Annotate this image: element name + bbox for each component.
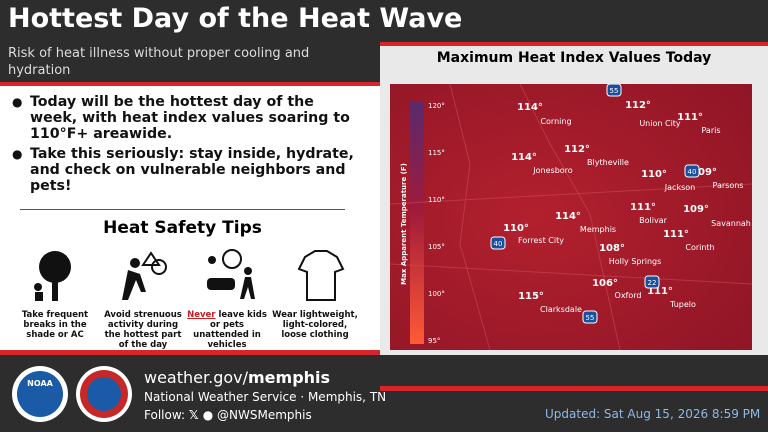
red-rule bbox=[380, 386, 768, 391]
subtitle-bar bbox=[0, 42, 380, 82]
city-label: Union City bbox=[639, 119, 681, 128]
legend-tick: 115° bbox=[428, 149, 445, 157]
legend-tick: 100° bbox=[428, 290, 445, 298]
site-prefix: weather.gov/ bbox=[144, 368, 248, 387]
city-label: Holly Springs bbox=[609, 257, 662, 266]
interstate-shield bbox=[582, 310, 598, 324]
interstate-label: 55 bbox=[610, 87, 619, 95]
city-label: Forrest City bbox=[518, 236, 564, 245]
shirt-icon bbox=[297, 250, 345, 301]
site-office: memphis bbox=[248, 368, 331, 387]
legend-tick: 105° bbox=[428, 243, 445, 251]
heat-index-value: 106° bbox=[592, 278, 618, 289]
interstate-shield bbox=[606, 84, 622, 97]
red-rule bbox=[0, 82, 380, 86]
svg-text:NOAA: NOAA bbox=[27, 379, 53, 388]
site: weather.gov/memphis bbox=[144, 368, 330, 387]
city-label: Tupelo bbox=[669, 300, 696, 309]
follow-label: Follow: bbox=[144, 408, 186, 422]
city-label: Bolivar bbox=[639, 216, 667, 225]
city-label: Jackson bbox=[664, 183, 695, 192]
map-title: Maximum Heat Index Values Today bbox=[436, 50, 712, 66]
tip-emphasis: Never bbox=[187, 310, 216, 320]
subtitle: Risk of heat illness without proper cool… bbox=[8, 46, 310, 78]
interstate-label: 55 bbox=[586, 314, 595, 322]
red-rule bbox=[0, 350, 380, 355]
tip: Avoid strenuous activity during the hott… bbox=[104, 310, 182, 350]
tip: Take frequent breaks in the shade or AC bbox=[21, 310, 89, 340]
bullets: Today will be the hottest day of the wee… bbox=[12, 94, 362, 198]
city-label: Jonesboro bbox=[532, 166, 573, 175]
legend-bar bbox=[410, 102, 424, 344]
legend-title: Max Apparent Temperature (F) bbox=[400, 163, 408, 285]
heat-index-value: 110° bbox=[503, 223, 529, 234]
updated: Updated: Sat Aug 15, 2026 8:59 PM bbox=[545, 407, 761, 421]
heat-index-value: 114° bbox=[555, 211, 581, 222]
city-label: Savannah bbox=[711, 219, 751, 228]
city-label: Parsons bbox=[713, 181, 744, 190]
heat-index-value: 111° bbox=[663, 229, 689, 240]
legend-tick: 120° bbox=[428, 102, 445, 110]
city-label: Corning bbox=[540, 117, 571, 126]
heat-index-value: 108° bbox=[599, 243, 625, 254]
interstate-label: 22 bbox=[648, 279, 657, 287]
interstate-shield bbox=[684, 164, 700, 178]
follow: Follow: 𝕏 ● @NWSMemphis bbox=[144, 408, 312, 422]
tip-icons bbox=[34, 249, 345, 301]
interstate-label: 40 bbox=[494, 240, 503, 248]
title-bar bbox=[0, 0, 768, 42]
bullet: Today will be the hottest day of the wee… bbox=[12, 94, 362, 142]
bullet: Take this seriously: stay inside, hydrat… bbox=[12, 146, 362, 194]
legend-tick: 95° bbox=[428, 337, 440, 345]
heat-index-value: 111° bbox=[630, 202, 656, 213]
map: 120° 115° 110° 105° 100° 95° Max Apparent Temp… bbox=[390, 84, 752, 350]
red-rule bbox=[380, 42, 768, 46]
tip-text: leave kids or pets unattended in vehicle… bbox=[193, 310, 267, 350]
tip: Wear lightweight, light-colored, loose c… bbox=[272, 310, 358, 340]
heat-index-value: 111° bbox=[677, 112, 703, 123]
tip: Never leave kids or pets unattended in v… bbox=[184, 310, 270, 350]
city-label: Memphis bbox=[580, 225, 616, 234]
map-lines bbox=[390, 84, 752, 350]
interstate-shield bbox=[644, 275, 660, 289]
heat-index-value: 114° bbox=[511, 152, 537, 163]
logos: NOAA bbox=[12, 366, 132, 422]
interstate-shield bbox=[490, 236, 506, 250]
heat-index-value: 112° bbox=[625, 100, 651, 111]
interstate-label: 40 bbox=[688, 168, 697, 176]
heat-index-value: 115° bbox=[518, 291, 544, 302]
city-label: Oxford bbox=[615, 291, 642, 300]
office: National Weather Service · Memphis, TN bbox=[144, 390, 387, 404]
legend-tick: 110° bbox=[428, 196, 445, 204]
title: Hottest Day of the Heat Wave bbox=[8, 3, 463, 34]
heat-index-value: 112° bbox=[564, 144, 590, 155]
tips-title: Heat Safety Tips bbox=[103, 218, 262, 238]
handle: @NWSMemphis bbox=[217, 408, 312, 422]
heat-index-value: 109° bbox=[691, 167, 717, 178]
heat-index-value: 111° bbox=[647, 286, 673, 297]
map-background bbox=[390, 84, 752, 350]
city-label: Corinth bbox=[685, 243, 714, 252]
city-label: Paris bbox=[701, 126, 720, 135]
social-icons: 𝕏 ● bbox=[188, 408, 214, 422]
city-label: Blytheville bbox=[587, 158, 629, 167]
city-label: Clarksdale bbox=[540, 305, 582, 314]
heat-index-value: 114° bbox=[517, 102, 543, 113]
divider bbox=[20, 209, 345, 210]
heat-index-value: 110° bbox=[641, 169, 667, 180]
heat-index-value: 109° bbox=[683, 204, 709, 215]
